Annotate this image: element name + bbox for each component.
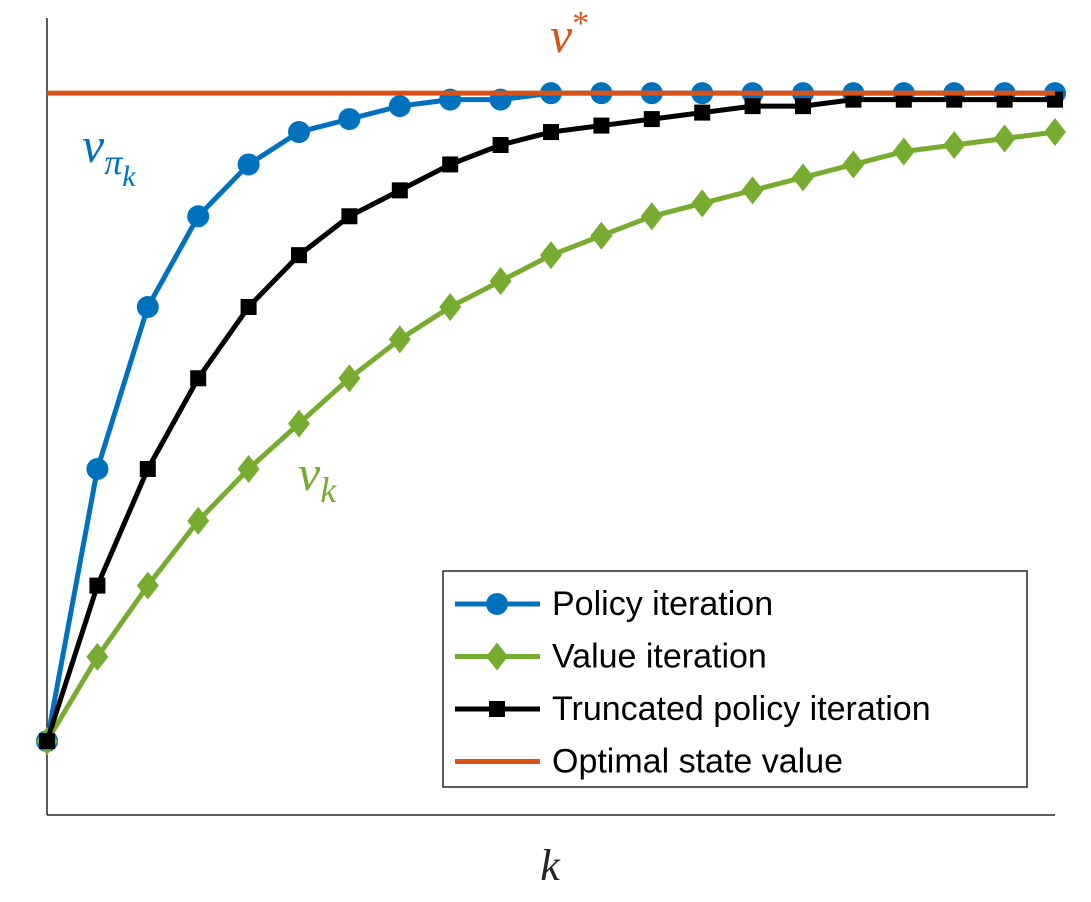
marker — [89, 577, 106, 594]
marker — [237, 153, 260, 176]
marker — [643, 111, 660, 128]
marker — [795, 98, 811, 115]
marker — [288, 409, 310, 438]
marker — [486, 593, 508, 615]
marker — [139, 460, 156, 477]
marker — [593, 117, 610, 134]
marker — [590, 221, 613, 250]
marker — [486, 642, 508, 671]
marker — [842, 150, 865, 179]
annotation-text: v — [550, 7, 573, 63]
marker — [187, 506, 210, 535]
annotation-sub: π — [104, 142, 123, 182]
annotation-text: v — [298, 445, 321, 501]
marker — [691, 189, 714, 218]
annotation: vk — [298, 445, 337, 510]
marker — [388, 95, 411, 118]
legend-label: Policy iteration — [552, 585, 773, 623]
x-label: k — [540, 841, 561, 890]
marker — [86, 642, 109, 671]
marker — [1044, 118, 1066, 147]
marker — [744, 98, 761, 115]
marker — [640, 202, 663, 231]
marker — [86, 457, 109, 480]
annotation-sub: k — [320, 470, 337, 510]
legend-label: Truncated policy iteration — [552, 690, 931, 728]
annotation-subsub: k — [122, 160, 136, 193]
marker — [136, 571, 159, 600]
marker — [439, 292, 462, 321]
marker — [39, 733, 55, 750]
marker — [240, 298, 257, 315]
marker — [338, 364, 361, 393]
marker — [492, 137, 509, 154]
marker — [540, 241, 562, 270]
marker — [187, 205, 210, 228]
marker — [943, 131, 966, 160]
marker — [442, 156, 459, 173]
marker — [341, 208, 358, 225]
annotation: v* — [550, 5, 589, 63]
marker — [489, 267, 512, 296]
marker — [136, 295, 159, 318]
annotation-text: v — [82, 117, 105, 173]
marker — [993, 124, 1016, 153]
marker — [338, 108, 361, 131]
marker — [694, 104, 711, 121]
annotation-sup: * — [572, 5, 589, 42]
marker — [288, 121, 310, 144]
marker — [741, 176, 764, 205]
legend-label: Optimal state value — [552, 742, 843, 780]
marker — [391, 182, 408, 199]
legend-label: Value iteration — [552, 637, 767, 675]
marker — [190, 370, 207, 387]
marker — [388, 325, 411, 354]
marker — [892, 137, 915, 166]
annotation: vπk — [82, 117, 136, 193]
marker — [291, 247, 307, 264]
legend-box — [442, 570, 1028, 788]
marker — [792, 163, 814, 192]
marker — [237, 454, 260, 483]
marker — [489, 701, 505, 717]
marker — [543, 124, 559, 141]
